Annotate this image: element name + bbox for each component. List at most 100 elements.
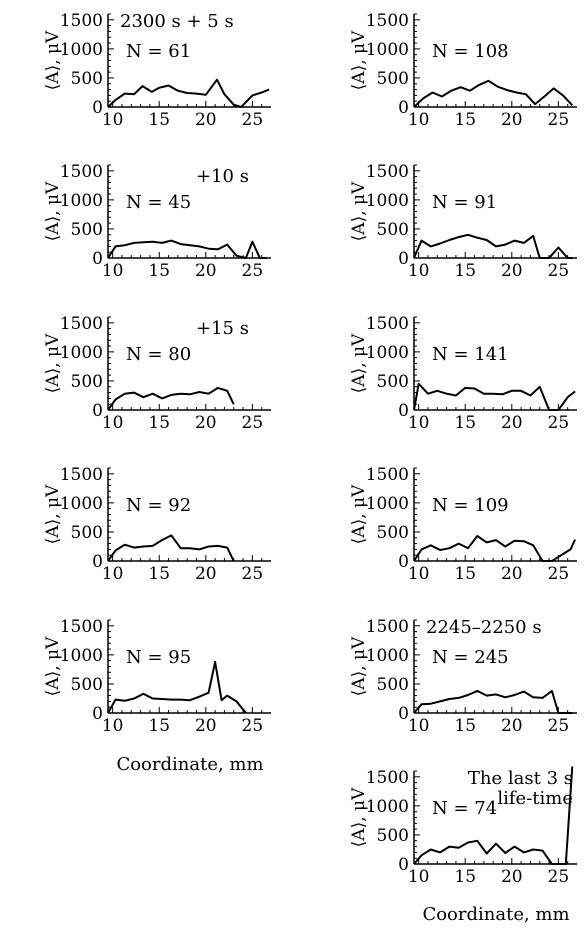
x-tick-label: 25 <box>242 110 264 130</box>
y-axis-label: ⟨A⟩, μV <box>349 30 369 90</box>
y-axis-label: ⟨A⟩, μV <box>349 181 369 241</box>
y-tick-label: 1000 <box>60 191 103 211</box>
y-tick-label: 0 <box>92 249 103 269</box>
x-tick-label: 20 <box>195 716 217 736</box>
n-label: N = 109 <box>432 495 509 516</box>
y-axis-label: ⟨A⟩, μV <box>43 484 63 544</box>
y-tick-label: 1500 <box>60 314 103 334</box>
x-axis-label-left: Coordinate, mm <box>116 754 263 775</box>
y-tick-label: 0 <box>398 552 409 572</box>
x-tick-label: 10 <box>102 110 124 130</box>
y-tick-label: 1000 <box>60 646 103 666</box>
y-tick-label: 500 <box>377 372 409 392</box>
panel-9: 0 500 1000 1500 10 15 20 25 ⟨A⟩, μV N = 245 2245–2… <box>349 617 577 736</box>
y-tick-label: 0 <box>398 98 409 118</box>
x-axis-label-right: Coordinate, mm <box>422 904 569 925</box>
series-line <box>107 660 247 714</box>
y-tick-label: 0 <box>92 98 103 118</box>
x-tick-label: 15 <box>148 564 170 584</box>
y-tick-label: 500 <box>377 69 409 89</box>
x-tick-label: 25 <box>548 261 570 281</box>
series-line <box>413 233 573 259</box>
n-label: N = 92 <box>126 495 191 516</box>
x-tick-label: 10 <box>102 564 124 584</box>
panel-8: 0 500 1000 1500 10 15 20 25 ⟨A⟩, μV N = 95 <box>43 617 271 736</box>
x-tick-label: 10 <box>102 261 124 281</box>
x-tick-label: 20 <box>501 716 523 736</box>
y-tick-label: 1500 <box>60 11 103 31</box>
y-tick-label: 500 <box>71 675 103 695</box>
x-tick-label: 25 <box>548 564 570 584</box>
y-axis-label: ⟨A⟩, μV <box>349 484 369 544</box>
panel-5: 0 500 1000 1500 10 15 20 25 ⟨A⟩, μV N = 141 <box>349 314 577 433</box>
x-tick-label: 25 <box>242 564 264 584</box>
x-tick-label: 15 <box>148 716 170 736</box>
y-tick-label: 0 <box>398 249 409 269</box>
n-label: N = 61 <box>126 41 191 62</box>
x-tick-label: 25 <box>242 716 264 736</box>
annotation: life-time <box>497 788 573 809</box>
series-line <box>107 239 267 259</box>
n-label: N = 108 <box>432 41 509 62</box>
y-tick-label: 500 <box>377 523 409 543</box>
series-line <box>413 689 573 714</box>
panel-3: 0 500 1000 1500 10 15 20 25 ⟨A⟩, μV N = 91 <box>349 162 577 281</box>
annotation: 2300 s + 5 s <box>120 11 234 32</box>
series-line <box>413 535 577 562</box>
panel-2: 0 500 1000 1500 10 15 20 25 ⟨A⟩, μV N = 45+10 s <box>43 162 271 281</box>
y-tick-label: 500 <box>71 523 103 543</box>
annotation: The last 3 s <box>468 768 573 789</box>
x-tick-label: 20 <box>501 564 523 584</box>
x-tick-label: 10 <box>408 564 430 584</box>
y-tick-label: 0 <box>92 552 103 572</box>
y-tick-label: 0 <box>398 704 409 724</box>
y-axis-label: ⟨A⟩, μV <box>43 30 63 90</box>
n-label: N = 80 <box>126 344 191 365</box>
x-tick-label: 10 <box>408 716 430 736</box>
x-tick-label: 10 <box>408 110 430 130</box>
x-tick-label: 20 <box>195 564 217 584</box>
n-label: N = 45 <box>126 192 191 213</box>
y-tick-label: 0 <box>92 401 103 421</box>
y-tick-label: 1000 <box>366 797 409 817</box>
panel-4: 0 500 1000 1500 10 15 20 25 ⟨A⟩, μV N = 80+15 s <box>43 314 271 433</box>
y-tick-label: 1000 <box>60 343 103 363</box>
x-tick-label: 10 <box>408 261 430 281</box>
x-tick-label: 25 <box>548 716 570 736</box>
y-tick-label: 1500 <box>366 617 409 637</box>
x-tick-label: 15 <box>454 110 476 130</box>
y-tick-label: 500 <box>71 69 103 89</box>
x-tick-label: 20 <box>501 261 523 281</box>
y-tick-label: 0 <box>398 855 409 875</box>
y-axis-label: ⟨A⟩, μV <box>43 636 63 696</box>
x-tick-label: 10 <box>102 413 124 433</box>
n-label: N = 95 <box>126 647 191 668</box>
y-axis-label: ⟨A⟩, μV <box>43 181 63 241</box>
y-tick-label: 1500 <box>60 465 103 485</box>
y-tick-label: 1500 <box>366 768 409 788</box>
y-axis-label: ⟨A⟩, μV <box>43 333 63 393</box>
annotation: 2245–2250 s <box>426 617 542 638</box>
y-tick-label: 1500 <box>60 162 103 182</box>
series-line <box>413 766 574 865</box>
x-tick-label: 20 <box>501 110 523 130</box>
y-tick-label: 500 <box>377 220 409 240</box>
x-tick-label: 25 <box>548 110 570 130</box>
y-tick-label: 1000 <box>366 191 409 211</box>
n-label: N = 91 <box>432 192 497 213</box>
y-tick-label: 1000 <box>60 494 103 514</box>
y-axis-label: ⟨A⟩, μV <box>349 333 369 393</box>
y-tick-label: 1000 <box>366 494 409 514</box>
x-tick-label: 15 <box>454 867 476 887</box>
x-tick-label: 15 <box>454 716 476 736</box>
y-tick-label: 500 <box>377 675 409 695</box>
x-tick-label: 25 <box>548 413 570 433</box>
series-line <box>413 79 574 108</box>
series-line <box>107 78 270 108</box>
annotation: +10 s <box>196 166 249 187</box>
y-tick-label: 1000 <box>366 646 409 666</box>
x-tick-label: 20 <box>501 867 523 887</box>
y-axis-label: ⟨A⟩, μV <box>349 787 369 847</box>
